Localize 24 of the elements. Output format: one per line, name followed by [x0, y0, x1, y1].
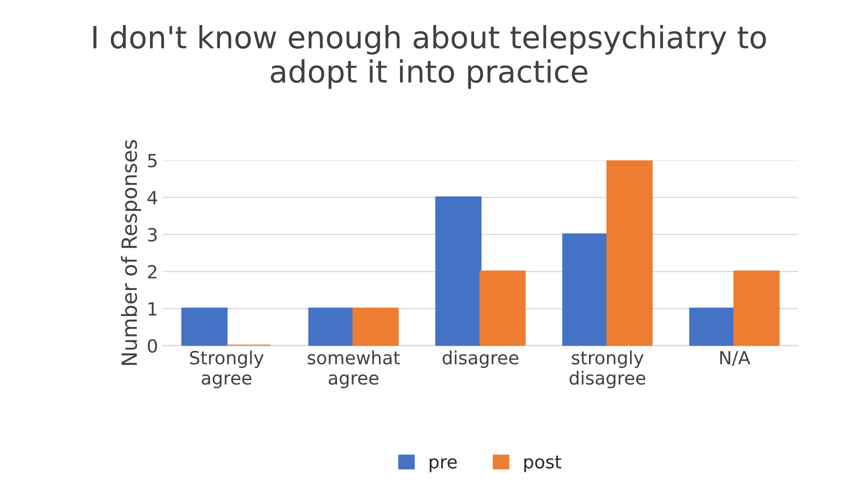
- bar: [352, 308, 399, 346]
- x-tick-label: strongly disagree: [570, 350, 646, 388]
- bar: [181, 308, 228, 346]
- bar: [562, 233, 609, 346]
- x-tick-label: N/A: [720, 351, 750, 366]
- y-tick-label: 3: [148, 228, 157, 242]
- y-tick-label: 0: [148, 339, 157, 353]
- x-tick-label: disagree: [442, 350, 518, 368]
- bar: [308, 308, 355, 346]
- bar: [479, 270, 526, 346]
- y-tick-label: 5: [148, 154, 157, 168]
- bar: [435, 196, 482, 346]
- y-tick-label: 4: [148, 191, 158, 204]
- y-tick-label: 2: [148, 265, 156, 278]
- y-tick-label: 1: [148, 302, 156, 316]
- x-tick-label: somewhat agree: [308, 350, 400, 388]
- bar: [606, 160, 653, 346]
- bar: [689, 308, 736, 346]
- x-tick-label: Strongly agree: [190, 350, 264, 388]
- chart-title: I don't know enough about telepsychiatry to adopt it into practice: [93, 25, 766, 89]
- y-axis-title: Number of Responses: [120, 140, 142, 365]
- bar: [733, 270, 780, 346]
- legend-label: post: [524, 456, 562, 472]
- legend-label: pre: [430, 458, 457, 472]
